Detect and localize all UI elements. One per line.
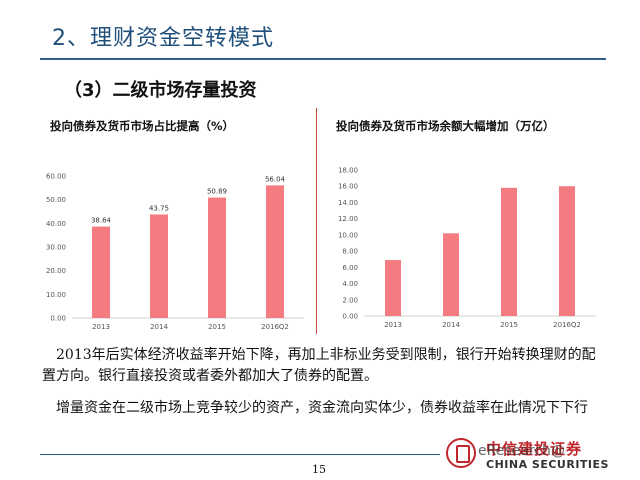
chart-2-bar-chart: 0.00 2.00 4.00 6.00 8.00 10.00 12.00 14.00 16.00… [338, 167, 596, 329]
slide-title: 2、理财资金空转模式 [52, 26, 274, 51]
logo-english-name: CHINA SECURITIES [486, 458, 609, 471]
chart-2-title: 投向债券及货币市场余额大幅增加（万亿） [336, 119, 555, 133]
paragraph-1: 2013年后实体经济收益率开始下降，再加上非标业务受到限制，银行开始转换理财的配… [42, 347, 596, 384]
bar [150, 214, 168, 318]
footer-rule [40, 454, 440, 455]
y-tick-label: 40.00 [46, 220, 66, 228]
logo-mark-icon [446, 438, 476, 468]
y-tick-label: 2.00 [342, 296, 358, 304]
y-tick-label: 18.00 [338, 167, 358, 175]
x-tick-label: 2015 [500, 321, 518, 329]
bar [208, 197, 226, 318]
x-tick-label: 2015 [208, 323, 226, 331]
logo-chinese-name: 中信建投证券 [486, 440, 583, 458]
bar [92, 226, 110, 318]
chart-divider [316, 108, 317, 334]
y-tick-label: 10.00 [338, 231, 358, 239]
y-tick-label: 0.00 [50, 315, 66, 323]
company-logo: 中信建投证券 CHINA SECURITIES [446, 436, 616, 474]
y-tick-label: 20.00 [46, 267, 66, 275]
data-label: 43.75 [149, 204, 169, 212]
y-tick-label: 30.00 [46, 244, 66, 252]
bar [559, 186, 575, 316]
bar [385, 260, 401, 316]
title-underline [40, 58, 606, 60]
y-tick-label: 4.00 [342, 280, 358, 288]
bar [443, 233, 459, 316]
x-tick-label: 2016Q2 [261, 323, 289, 331]
bar [266, 185, 284, 318]
y-tick-label: 12.00 [338, 215, 358, 223]
y-tick-label: 0.00 [342, 313, 358, 321]
watermark-text: eResearch@ [478, 443, 565, 459]
page-number: 15 [312, 463, 326, 476]
paragraph-2: 增量资金在二级市场上竞争较少的资产，资金流向实体少，债券收益率在此情况下下行 [56, 400, 588, 416]
section-subtitle: （3）二级市场存量投资 [64, 80, 257, 101]
chart-1-bar-chart: 0.00 10.00 20.00 30.00 40.00 50.00 60.00 2013 38… [46, 173, 304, 331]
data-label: 56.04 [265, 175, 286, 183]
y-tick-label: 50.00 [46, 196, 66, 204]
y-tick-label: 10.00 [46, 291, 66, 299]
chart-1-title: 投向债券及货币市场占比提高（%） [50, 119, 235, 133]
x-tick-label: 2014 [442, 321, 460, 329]
x-tick-label: 2013 [384, 321, 402, 329]
y-tick-label: 60.00 [46, 173, 66, 181]
bar [501, 187, 517, 316]
data-label: 38.64 [91, 217, 112, 225]
x-tick-label: 2016Q2 [553, 321, 581, 329]
y-tick-label: 16.00 [338, 183, 358, 191]
y-tick-label: 14.00 [338, 199, 358, 207]
x-tick-label: 2014 [150, 323, 168, 331]
data-label: 50.89 [207, 188, 227, 196]
x-tick-label: 2013 [92, 323, 110, 331]
y-tick-label: 8.00 [342, 248, 358, 256]
y-tick-label: 6.00 [342, 264, 358, 272]
